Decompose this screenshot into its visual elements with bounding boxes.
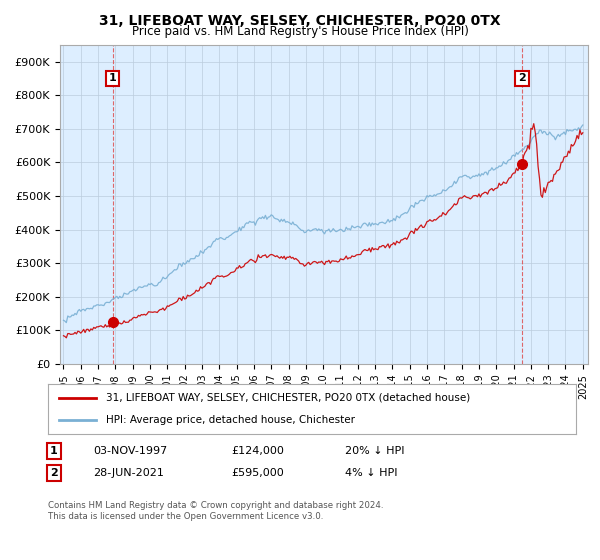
Text: 31, LIFEBOAT WAY, SELSEY, CHICHESTER, PO20 0TX (detached house): 31, LIFEBOAT WAY, SELSEY, CHICHESTER, PO… <box>106 393 470 403</box>
Text: 4% ↓ HPI: 4% ↓ HPI <box>345 468 398 478</box>
Text: HPI: Average price, detached house, Chichester: HPI: Average price, detached house, Chic… <box>106 415 355 425</box>
Text: 28-JUN-2021: 28-JUN-2021 <box>93 468 164 478</box>
Text: £595,000: £595,000 <box>231 468 284 478</box>
Text: 2: 2 <box>518 73 526 83</box>
Text: 1: 1 <box>109 73 116 83</box>
Text: Contains HM Land Registry data © Crown copyright and database right 2024.
This d: Contains HM Land Registry data © Crown c… <box>48 501 383 521</box>
Text: Price paid vs. HM Land Registry's House Price Index (HPI): Price paid vs. HM Land Registry's House … <box>131 25 469 38</box>
Text: £124,000: £124,000 <box>231 446 284 456</box>
Text: 20% ↓ HPI: 20% ↓ HPI <box>345 446 404 456</box>
Text: 1: 1 <box>50 446 58 456</box>
Text: 03-NOV-1997: 03-NOV-1997 <box>93 446 167 456</box>
Text: 2: 2 <box>50 468 58 478</box>
Text: 31, LIFEBOAT WAY, SELSEY, CHICHESTER, PO20 0TX: 31, LIFEBOAT WAY, SELSEY, CHICHESTER, PO… <box>99 14 501 28</box>
